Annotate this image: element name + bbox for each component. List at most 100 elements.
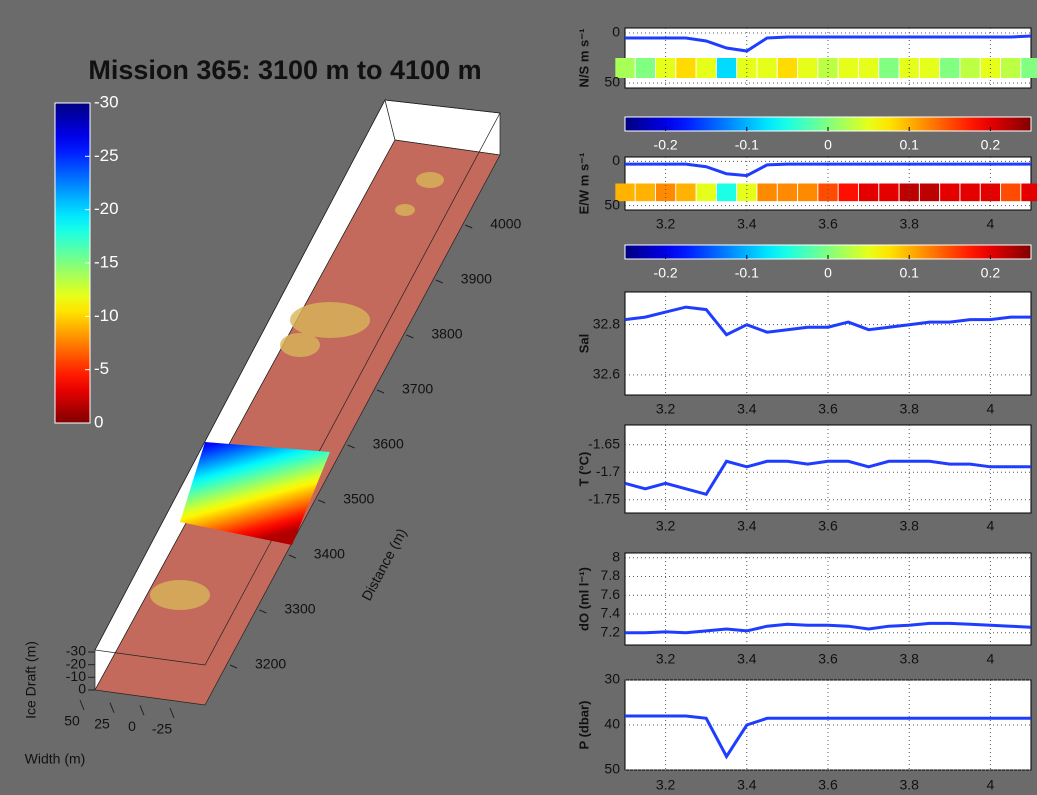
y-tick-label: 50 [604, 196, 620, 212]
velocity-cell [717, 184, 736, 202]
colorbar-tick-label: -10 [94, 306, 119, 325]
tick-mark [348, 445, 355, 448]
tick-mark [318, 500, 325, 503]
velocity-cell [656, 184, 675, 202]
velocity-cell [879, 58, 898, 78]
x-tick-label: 3.6 [818, 777, 838, 793]
figure: Mission 365: 3100 m to 4100 m Distance (… [0, 0, 1037, 795]
colorbar-tick-label: -25 [94, 146, 119, 165]
x-tick-label: 3.8 [899, 518, 919, 534]
colorbar-tick-label: -0.1 [735, 137, 759, 153]
distance-tick-label: 3700 [402, 381, 433, 397]
colorbar-tick-label: 0.1 [899, 265, 919, 281]
y-tick-label: -1.75 [588, 491, 620, 507]
distance-tick-label: 3300 [284, 601, 315, 617]
x-tick-label: 3.8 [899, 651, 919, 667]
x-tick-label: 3.4 [737, 777, 757, 793]
colorbar-tick-label: 0 [94, 412, 103, 431]
x-tick-label: 3.2 [656, 651, 676, 667]
velocity-cell [1001, 184, 1020, 202]
velocity-cell [960, 58, 979, 78]
velocity-cell [717, 58, 736, 78]
velocity-cell [1001, 58, 1020, 78]
velocity-cell [676, 58, 695, 78]
axis-label: Distance (m) [358, 526, 409, 604]
velocity-cell [1021, 58, 1037, 78]
velocity-cell [940, 58, 959, 78]
x-tick-label: 3.6 [818, 216, 838, 232]
colorbar-tick-label: -30 [94, 92, 119, 111]
velocity-cell [859, 184, 878, 202]
velocity-cell [900, 184, 919, 202]
velocity-cell [636, 58, 655, 78]
x-tick-label: 4 [987, 651, 995, 667]
velocity-cell [697, 184, 716, 202]
x-tick-label: 4 [987, 777, 995, 793]
x-tick-label: 3.2 [656, 777, 676, 793]
y-tick-label: 32.6 [593, 366, 620, 382]
velocity-cell [818, 184, 837, 202]
tick-mark [406, 335, 413, 338]
colorbar-tick-label: 0.2 [981, 265, 1001, 281]
plot-area [625, 553, 1031, 645]
y-tick-label: 7.6 [601, 586, 621, 602]
colorbar-tick-label: -15 [94, 252, 119, 271]
x-tick-label: 4 [987, 518, 995, 534]
x-tick-label: 3.6 [818, 518, 838, 534]
colorbar-tick-label: -0.2 [654, 137, 678, 153]
velocity-cell [676, 184, 695, 202]
y-tick-label: -1.65 [588, 436, 620, 452]
velocity-cell [940, 184, 959, 202]
y-tick-label: 50 [604, 761, 620, 777]
y-axis-label: N/S m s⁻¹ [576, 29, 591, 88]
y-axis-label: P (dbar) [576, 701, 591, 750]
y-tick-label: 0 [612, 152, 620, 168]
velocity-cell [920, 58, 939, 78]
velocity-cell [981, 184, 1000, 202]
velocity-cell [778, 58, 797, 78]
y-tick-label: 0 [612, 24, 620, 40]
colorbar-tick-label: 0.2 [981, 137, 1001, 153]
y-tick-label: 50 [604, 74, 620, 90]
velocity-cell [778, 184, 797, 202]
velocity-cell [697, 58, 716, 78]
y-tick-label: 7.2 [601, 623, 621, 639]
distance-tick-label: 3500 [343, 491, 374, 507]
draft-tick-label: 0 [78, 681, 86, 697]
colorbar-tick-label: -20 [94, 199, 119, 218]
colorbar-tick-label: -0.2 [654, 265, 678, 281]
colorbar-tick-label: 0.1 [899, 137, 919, 153]
width-tick-label: 0 [128, 718, 136, 734]
distance-tick-label: 3200 [255, 656, 286, 672]
colorbar-tick-label: 0 [824, 265, 832, 281]
chart-title: Mission 365: 3100 m to 4100 m [88, 55, 481, 85]
y-axis-label: E/W m s⁻¹ [576, 153, 591, 215]
y-tick-label: 7.4 [601, 605, 621, 621]
y-axis-label: Sal [576, 334, 591, 354]
velocity-cell [960, 184, 979, 202]
y-tick-label: 40 [604, 716, 620, 732]
velocity-cell [1021, 184, 1037, 202]
y-tick-label: 7.8 [601, 567, 621, 583]
tick-mark [259, 610, 266, 613]
x-tick-label: 3.6 [818, 651, 838, 667]
colorbar-tick-label: -5 [94, 359, 109, 378]
axis-label: Width (m) [25, 751, 86, 767]
colorbar-tick-label: -0.1 [735, 265, 759, 281]
axis-label: Ice Draft (m) [23, 641, 39, 719]
width-tick-label: 50 [64, 713, 80, 729]
velocity-cell [859, 58, 878, 78]
x-tick-label: 3.8 [899, 401, 919, 417]
x-tick-label: 3.4 [737, 401, 757, 417]
x-tick-label: 3.8 [899, 777, 919, 793]
distance-tick-label: 3800 [431, 326, 462, 342]
velocity-cell [839, 184, 858, 202]
velocity-cell [798, 184, 817, 202]
x-tick-label: 4 [987, 216, 995, 232]
velocity-cell [757, 58, 776, 78]
tick-mark [377, 390, 384, 393]
x-tick-label: 3.8 [899, 216, 919, 232]
y-axis-label: dO (ml l⁻¹) [576, 567, 591, 631]
velocity-cell [757, 184, 776, 202]
tick-mark [289, 555, 296, 558]
